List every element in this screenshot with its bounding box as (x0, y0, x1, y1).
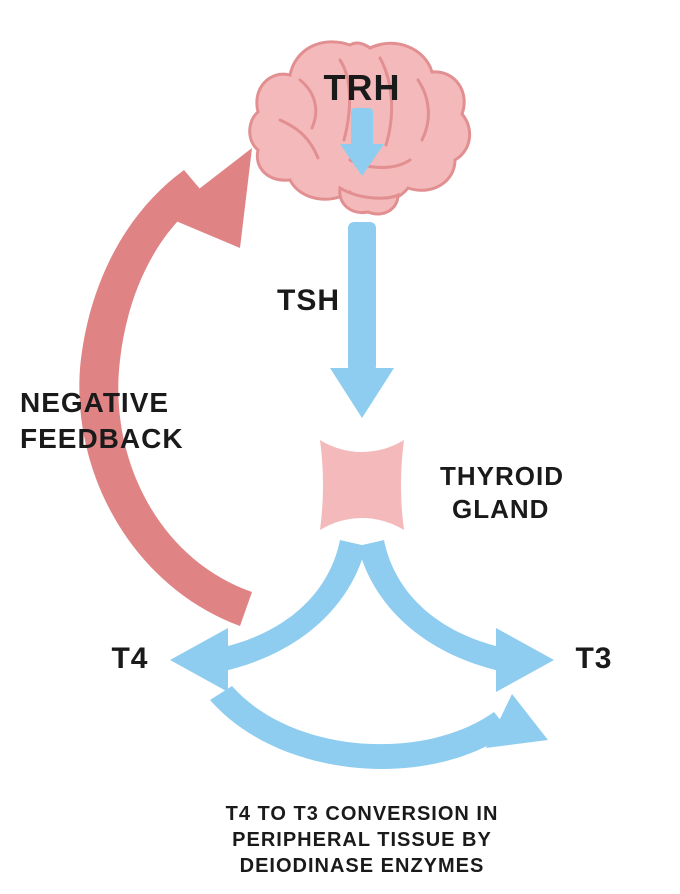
conversion-label-l1: T4 TO T3 CONVERSION IN (226, 803, 499, 825)
tsh-arrow (330, 222, 394, 418)
negative-feedback-label-l1: NEGATIVE (20, 387, 169, 418)
trh-label: TRH (324, 67, 401, 108)
conversion-label-l3: DEIODINASE ENZYMES (240, 855, 485, 877)
negative-feedback-label-l2: FEEDBACK (20, 423, 184, 454)
conversion-label-l2: PERIPHERAL TISSUE BY (232, 829, 492, 851)
thyroid-label-l1: THYROID (440, 461, 564, 491)
thyroid-label-l2: GLAND (452, 494, 549, 524)
thyroid-axis-diagram: TRH TSH THYROID GLAND T4 T3 T4 TO T3 CON… (0, 0, 680, 894)
t4-to-t3-arrow (210, 686, 548, 769)
thyroid-gland-icon (320, 440, 404, 530)
t3-label: T3 (575, 642, 612, 675)
t4-label: T4 (111, 642, 148, 675)
tsh-label: TSH (277, 284, 340, 317)
